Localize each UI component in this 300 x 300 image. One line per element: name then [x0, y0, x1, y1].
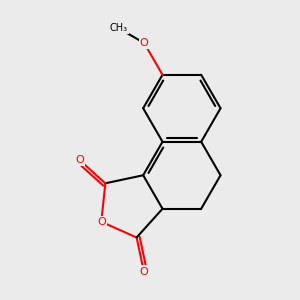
- Text: CH₃: CH₃: [110, 23, 128, 34]
- Text: O: O: [75, 155, 84, 165]
- Text: O: O: [140, 266, 148, 277]
- Text: O: O: [140, 38, 148, 48]
- Text: O: O: [97, 217, 106, 227]
